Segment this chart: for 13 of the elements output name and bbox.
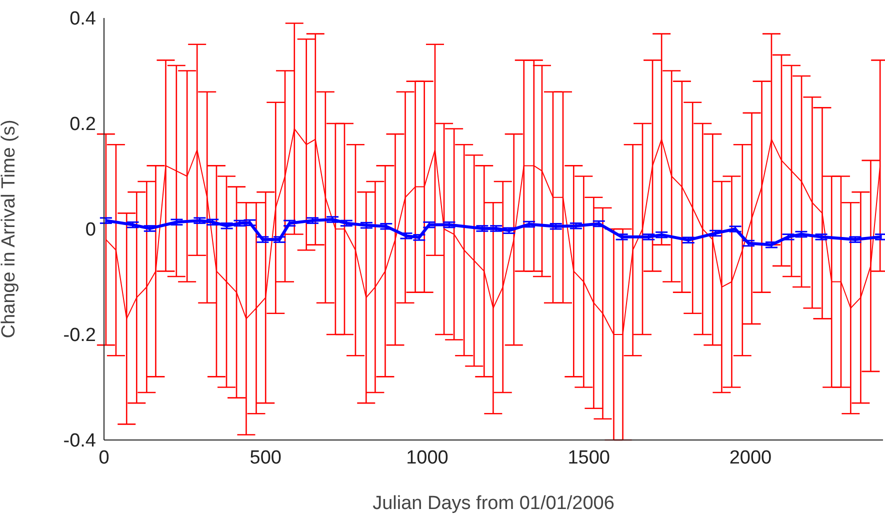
- y-axis-title: Change in Arrival Time (s): [0, 120, 20, 338]
- y-tick-label: 0.2: [70, 114, 96, 136]
- x-tick-label: 2000: [729, 447, 772, 468]
- y-tick-label: 0: [85, 220, 96, 241]
- x-tick-label: 500: [250, 447, 282, 468]
- x-tick-label: 1500: [568, 447, 610, 468]
- x-tick-label: 1000: [406, 447, 448, 468]
- line-series: [104, 218, 883, 246]
- y-tick-label: 0.4: [70, 8, 96, 30]
- x-axis-title: Julian Days from 01/01/2006: [372, 493, 614, 514]
- y-tick-label: -0.2: [63, 325, 96, 346]
- x-tick-label: 0: [98, 447, 110, 468]
- y-tick-label: -0.4: [63, 430, 96, 452]
